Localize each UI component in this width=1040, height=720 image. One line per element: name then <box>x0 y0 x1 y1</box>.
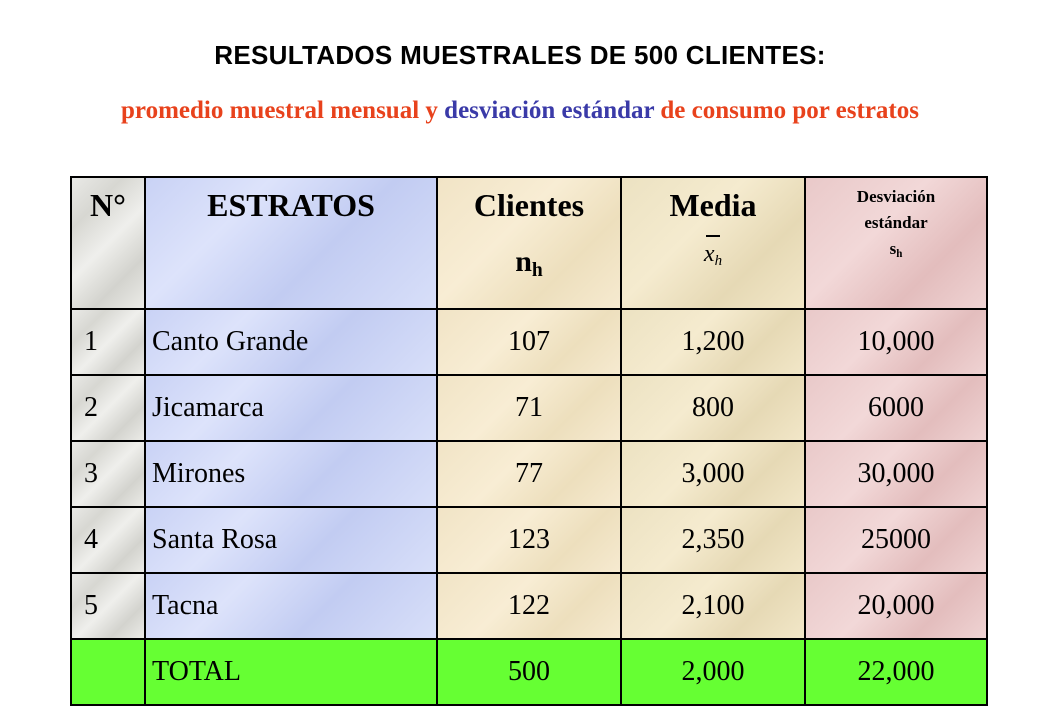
table-row: 4 Santa Rosa 123 2,350 25000 <box>70 506 988 574</box>
strata-results-table: N° ESTRATOS Clientes nh Media xh Desviac… <box>70 176 988 706</box>
header-clientes: Clientes nh <box>436 176 622 310</box>
subtitle-part-1: promedio muestral mensual y <box>121 97 445 124</box>
cell-estrato: Canto Grande <box>144 308 438 376</box>
header-no: N° <box>70 176 146 310</box>
table-row: 1 Canto Grande 107 1,200 10,000 <box>70 308 988 376</box>
cell-no: 5 <box>70 572 146 640</box>
cell-estrato: Tacna <box>144 572 438 640</box>
cell-no: 2 <box>70 374 146 442</box>
total-cell-no <box>70 638 146 706</box>
cell-clientes: 107 <box>436 308 622 376</box>
cell-media: 3,000 <box>620 440 806 508</box>
table-row: 3 Mirones 77 3,000 30,000 <box>70 440 988 508</box>
cell-clientes: 77 <box>436 440 622 508</box>
clientes-symbol: nh <box>515 245 543 282</box>
header-estratos: ESTRATOS <box>144 176 438 310</box>
cell-desviacion: 25000 <box>804 506 988 574</box>
cell-estrato: Santa Rosa <box>144 506 438 574</box>
cell-estrato: Jicamarca <box>144 374 438 442</box>
cell-desviacion: 20,000 <box>804 572 988 640</box>
media-xbar-symbol: xh <box>704 235 722 270</box>
cell-desviacion: 6000 <box>804 374 988 442</box>
subtitle-part-3: de consumo por estratos <box>654 97 919 124</box>
page-subtitle: promedio muestral mensual y desviación e… <box>70 84 970 138</box>
header-media: Media xh <box>620 176 806 310</box>
table-header-row: N° ESTRATOS Clientes nh Media xh Desviac… <box>70 176 988 310</box>
cell-desviacion: 30,000 <box>804 440 988 508</box>
cell-clientes: 71 <box>436 374 622 442</box>
cell-media: 1,200 <box>620 308 806 376</box>
cell-no: 4 <box>70 506 146 574</box>
cell-clientes: 123 <box>436 506 622 574</box>
total-label: TOTAL <box>144 638 438 706</box>
desviacion-symbol: sh <box>889 239 903 260</box>
total-media: 2,000 <box>620 638 806 706</box>
header-desviacion: Desviación estándar sh <box>804 176 988 310</box>
cell-desviacion: 10,000 <box>804 308 988 376</box>
table-row: 5 Tacna 122 2,100 20,000 <box>70 572 988 640</box>
cell-media: 800 <box>620 374 806 442</box>
total-row: TOTAL 500 2,000 22,000 <box>70 638 988 706</box>
cell-no: 3 <box>70 440 146 508</box>
page-title: RESULTADOS MUESTRALES DE 500 CLIENTES: <box>214 40 826 70</box>
cell-no: 1 <box>70 308 146 376</box>
cell-media: 2,350 <box>620 506 806 574</box>
total-desviacion: 22,000 <box>804 638 988 706</box>
cell-estrato: Mirones <box>144 440 438 508</box>
cell-clientes: 122 <box>436 572 622 640</box>
subtitle-part-2: desviación estándar <box>444 97 655 124</box>
table-row: 2 Jicamarca 71 800 6000 <box>70 374 988 442</box>
cell-media: 2,100 <box>620 572 806 640</box>
total-clientes: 500 <box>436 638 622 706</box>
